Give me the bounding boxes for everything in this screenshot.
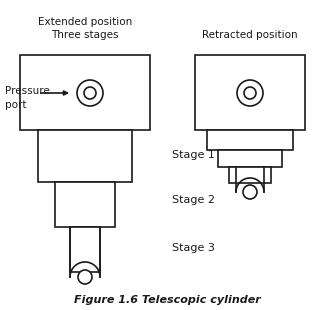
Bar <box>229 167 271 183</box>
Circle shape <box>244 87 256 99</box>
Text: Retracted position: Retracted position <box>202 30 298 40</box>
Bar <box>195 55 305 130</box>
Text: Stage 2: Stage 2 <box>172 195 215 205</box>
Bar <box>70 227 100 272</box>
Text: Figure 1.6 Telescopic cylinder: Figure 1.6 Telescopic cylinder <box>73 295 261 305</box>
Text: Extended position: Extended position <box>38 17 132 27</box>
Circle shape <box>84 87 96 99</box>
Text: Three stages: Three stages <box>51 30 119 40</box>
Circle shape <box>237 80 263 106</box>
Circle shape <box>77 80 103 106</box>
Bar <box>20 55 150 130</box>
Bar <box>38 130 132 182</box>
Bar <box>207 130 293 150</box>
Text: Stage 1: Stage 1 <box>172 150 215 160</box>
Bar <box>55 182 115 227</box>
Circle shape <box>78 270 92 284</box>
Bar <box>218 150 282 167</box>
Text: Pressure
port: Pressure port <box>5 86 50 110</box>
Text: Stage 3: Stage 3 <box>172 243 215 253</box>
Circle shape <box>243 185 257 199</box>
